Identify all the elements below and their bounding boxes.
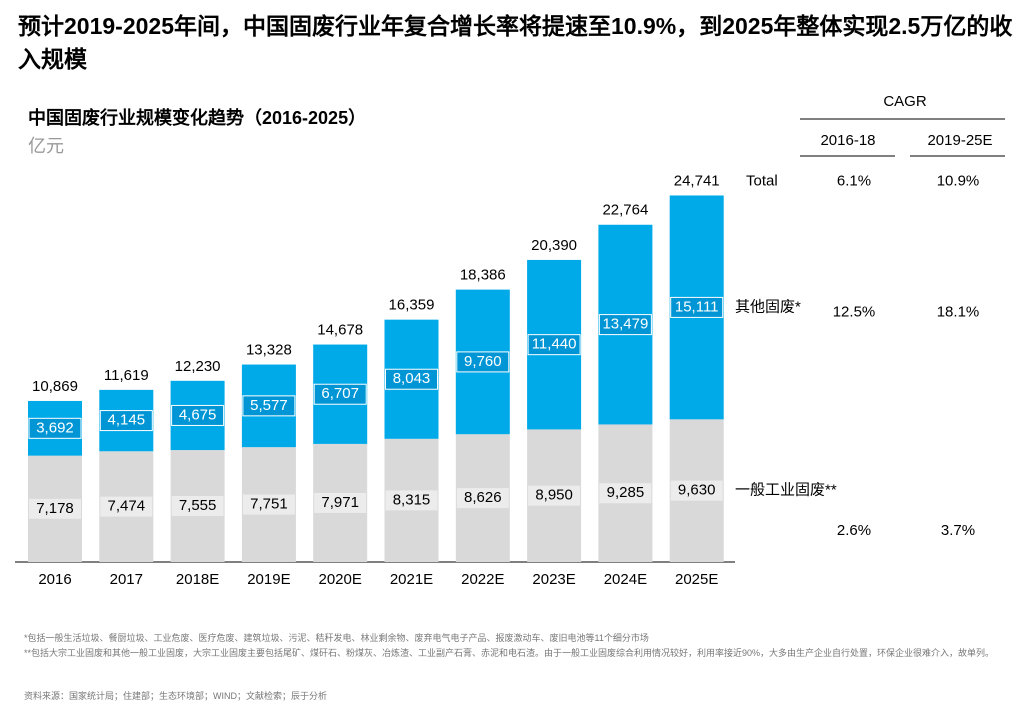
total-label: 20,390 [531,237,577,254]
value-label-box [171,404,225,426]
unit: 亿元 [28,136,64,156]
value-label-box [385,490,438,511]
value-label: 3,692 [36,419,74,436]
x-tick-label: 2019E [247,571,290,588]
x-tick-label: 2023E [532,571,575,588]
total-label: 22,764 [602,202,648,219]
table-header: 2019-25E [927,132,992,149]
table-cell: 6.1% [837,172,871,189]
table-title: CAGR [883,93,927,110]
value-label: 8,043 [393,370,431,387]
page-title: 预计2019-2025年间，中国固废行业年复合增长率将提速至10.9%，到202… [18,13,1013,72]
value-label-box [456,351,510,373]
total-label: 14,678 [317,322,363,339]
value-label-box [171,496,224,517]
x-tick-label: 2021E [390,571,433,588]
value-label-box [242,494,295,515]
x-tick-label: 2025E [675,571,718,588]
value-label-box [527,334,581,356]
total-label: 13,328 [246,342,292,359]
value-label-box [100,496,153,517]
value-label: 7,474 [108,498,146,515]
value-label: 8,626 [464,489,502,506]
legend-label: 一般工业固废** [735,482,837,499]
value-label-box [385,368,438,390]
value-label-box [313,383,367,405]
footnote: **包括大宗工业固废和其他一般工业固废，大宗工业固废主要包括尾矿、煤矸石、粉煤灰… [24,648,995,658]
x-tick-label: 2024E [604,571,647,588]
table-cell: 18.1% [937,303,980,320]
value-label: 7,178 [36,500,74,517]
value-label-box [598,314,652,336]
value-label-box [670,296,724,318]
value-label-box [28,417,82,439]
x-tick-label: 2017 [110,571,143,588]
value-label: 9,760 [464,353,502,370]
value-label: 6,707 [321,385,359,402]
table-header: 2016-18 [820,132,875,149]
value-label: 7,971 [321,494,359,511]
chart-title: 中国固废行业规模变化趋势（2016-2025） [28,108,367,128]
total-label: 24,741 [674,172,720,189]
value-label: 11,440 [532,336,577,353]
total-label: 10,869 [32,378,78,395]
table-cell: 10.9% [937,172,980,189]
value-label-box [599,483,652,504]
value-label-box [99,410,153,432]
total-label: 18,386 [460,267,506,284]
value-label: 4,145 [108,412,146,429]
row-label: Total [746,172,778,189]
total-label: 11,619 [104,367,149,384]
value-label-box [456,488,509,509]
x-tick-label: 2020E [319,571,362,588]
value-label: 7,555 [179,497,217,514]
legend-label: 其他固废* [735,298,801,315]
value-label: 9,630 [678,482,716,499]
value-label: 13,479 [602,316,648,333]
x-tick-label: 2022E [461,571,504,588]
x-tick-label: 2016 [38,571,71,588]
value-label: 5,577 [250,397,288,414]
value-label: 8,950 [535,487,573,504]
value-label: 4,675 [179,406,217,423]
value-label: 8,315 [393,491,431,508]
value-label-box [29,498,81,519]
footnote: *包括一般生活垃圾、餐厨垃圾、工业危废、医疗危废、建筑垃圾、污泥、秸秆发电、林业… [24,633,649,643]
table-cell: 12.5% [833,303,876,320]
value-label: 7,751 [250,496,288,513]
value-label-box [670,480,723,501]
table-cell: 3.7% [941,522,975,539]
x-tick-label: 2018E [176,571,219,588]
value-label-box [242,395,296,417]
table-cell: 2.6% [837,522,871,539]
value-label-box [314,492,367,513]
value-label: 9,285 [607,484,645,501]
total-label: 12,230 [175,358,221,375]
value-label-box [528,485,581,506]
value-label: 15,111 [675,298,719,315]
source: 资料来源：国家统计局；住建部；生态环境部；WIND；文献检索；辰于分析 [24,691,327,701]
total-label: 16,359 [389,297,435,314]
